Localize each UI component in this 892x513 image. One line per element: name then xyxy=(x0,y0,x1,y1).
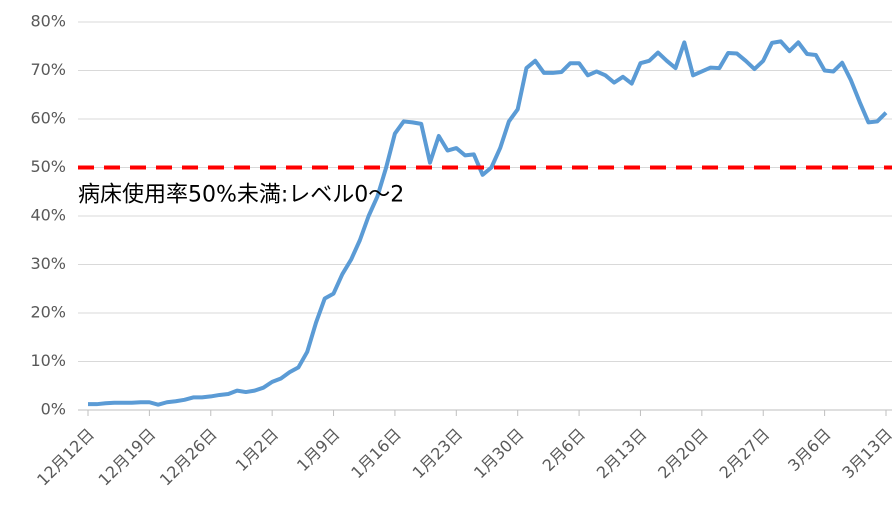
y-tick-label: 40% xyxy=(30,206,66,225)
x-tick-label: 2月6日 xyxy=(539,425,589,475)
x-tick-label: 3月6日 xyxy=(784,425,834,475)
x-tick-label: 1月23日 xyxy=(409,425,467,483)
x-tick-label: 1月9日 xyxy=(293,425,343,475)
y-tick-label: 0% xyxy=(41,400,66,419)
y-tick-label: 60% xyxy=(30,109,66,128)
x-tick-label: 1月2日 xyxy=(232,425,282,475)
y-tick-label: 20% xyxy=(30,303,66,322)
y-tick-label: 70% xyxy=(30,60,66,79)
x-tick-label: 12月19日 xyxy=(95,425,160,490)
x-tick-label: 3月13日 xyxy=(838,425,892,483)
y-tick-label: 80% xyxy=(30,12,66,31)
x-tick-label: 1月30日 xyxy=(470,425,528,483)
x-tick-label: 2月27日 xyxy=(716,425,774,483)
x-tick-label: 2月13日 xyxy=(593,425,651,483)
x-tick-label: 12月26日 xyxy=(156,425,221,490)
x-tick-label: 1月16日 xyxy=(347,425,405,483)
y-tick-label: 30% xyxy=(30,254,66,273)
y-tick-label: 50% xyxy=(30,157,66,176)
reference-label: 病床使用率50%未満:レベル0～2 xyxy=(78,183,404,208)
data-line xyxy=(88,39,888,407)
x-tick-label: 2月20日 xyxy=(654,425,712,483)
y-tick-label: 10% xyxy=(30,351,66,370)
x-tick-label: 12月12日 xyxy=(33,425,98,490)
